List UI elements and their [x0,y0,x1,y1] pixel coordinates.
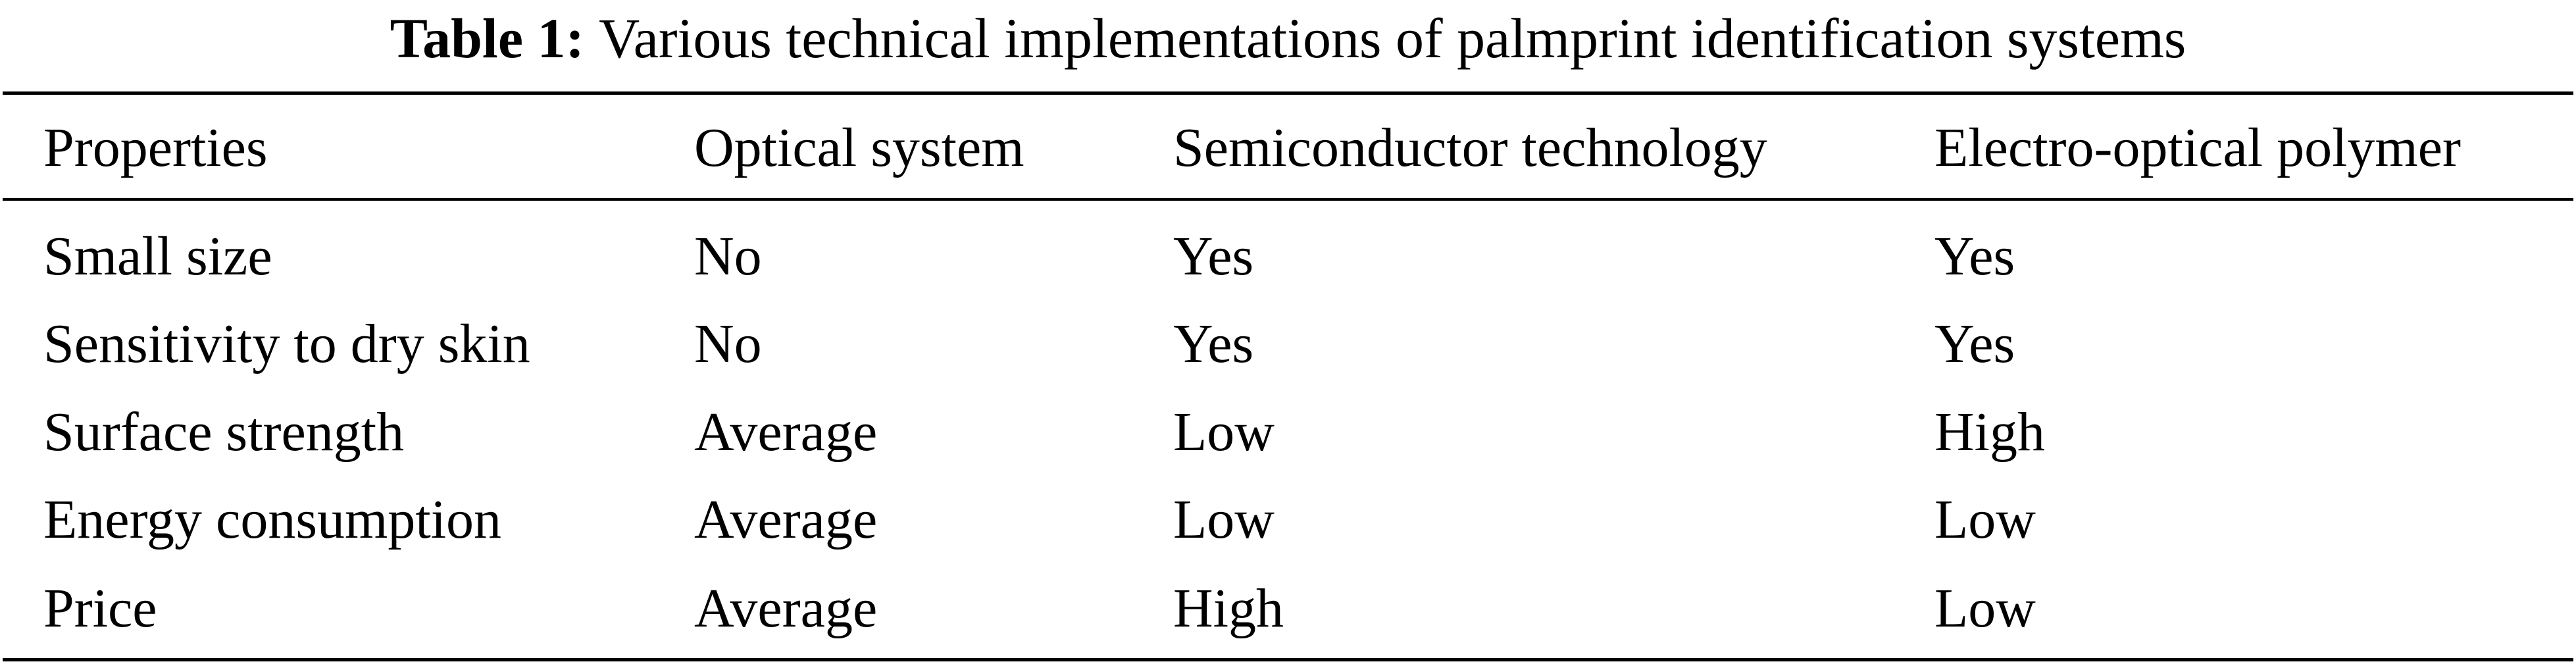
table-cell: Low [1934,578,2036,639]
table-cell: No [694,313,762,374]
caption-text: Various technical implementations of pal… [599,7,2186,70]
row-label: Price [43,578,157,639]
caption-label: Table 1: [390,7,585,70]
table-cell: No [694,226,762,287]
column-header: Optical system [694,117,1024,178]
table-cell: Average [694,578,878,639]
table-cell: Average [694,489,878,550]
table-cell: Average [694,401,878,463]
table-cell: Yes [1173,313,1254,374]
table-cell: Low [1173,401,1275,463]
table-cell: Low [1173,489,1275,550]
row-label: Small size [43,226,272,287]
column-header: Properties [43,117,268,178]
table-cell: High [1173,578,1284,639]
table-cell: Yes [1934,313,2015,374]
header-rule [3,198,2573,201]
row-label: Sensitivity to dry skin [43,313,530,374]
table-cell: Yes [1173,226,1254,287]
table-cell: Low [1934,489,2036,550]
row-label: Surface strength [43,401,405,463]
top-rule [3,91,2573,95]
column-header: Electro-optical polymer [1934,117,2462,178]
table-caption: Table 1: Various technical implementation… [0,5,2576,71]
column-header: Semiconductor technology [1173,117,1767,178]
bottom-rule [3,658,2573,661]
row-label: Energy consumption [43,489,502,550]
table-cell: High [1934,401,2045,463]
table-cell: Yes [1934,226,2015,287]
